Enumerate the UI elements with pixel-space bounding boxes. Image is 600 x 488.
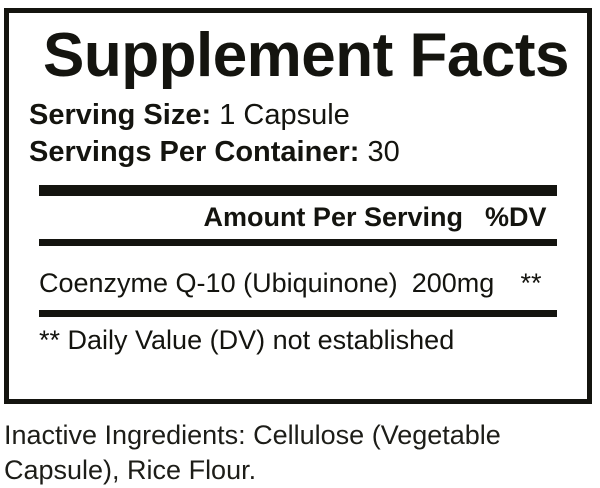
table-header-row: Amount Per Serving %DV <box>23 202 557 233</box>
ingredient-daily-value: ** <box>520 268 542 299</box>
column-header-amount-per-serving: Amount Per Serving <box>203 202 463 233</box>
servings-per-container-value: 30 <box>367 136 400 169</box>
servings-per-container-line: Servings Per Container: 30 <box>29 134 573 171</box>
supplement-facts-content: Supplement Facts Serving Size: 1 Capsule… <box>9 25 587 411</box>
supplement-facts-panel: Supplement Facts Serving Size: 1 Capsule… <box>4 8 592 404</box>
column-header-daily-value: %DV <box>485 202 547 233</box>
page-title: Supplement Facts <box>43 21 570 90</box>
divider-below-header <box>39 239 557 247</box>
divider-above-footnote <box>39 310 557 318</box>
serving-size-line: Serving Size: 1 Capsule <box>29 97 573 134</box>
serving-size-value: 1 Capsule <box>219 99 350 131</box>
servings-per-container-label: Servings Per Container: <box>29 136 360 169</box>
divider-thick-top <box>39 185 557 197</box>
serving-size-label: Serving Size: <box>29 99 212 131</box>
ingredient-amount: 200mg <box>411 268 495 299</box>
serving-information: Serving Size: 1 Capsule Servings Per Con… <box>29 97 573 171</box>
inactive-ingredients-text: Inactive Ingredients: Cellulose (Vegetab… <box>4 420 501 486</box>
table-row: Coenzyme Q-10 (Ubiquinone) 200mg ** <box>39 268 557 299</box>
ingredient-name: Coenzyme Q-10 (Ubiquinone) <box>39 268 398 299</box>
daily-value-footnote: ** Daily Value (DV) not established <box>39 325 455 356</box>
